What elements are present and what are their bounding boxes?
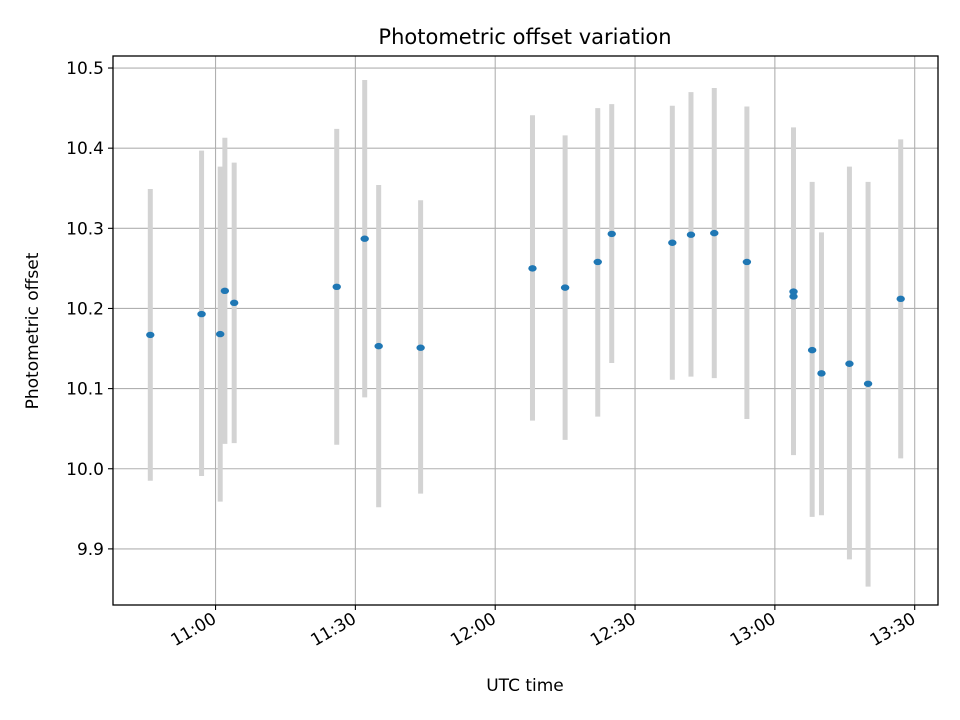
y-tick-label: 9.9 (77, 540, 104, 560)
data-point (528, 265, 537, 272)
grid (113, 56, 938, 605)
data-point (146, 331, 155, 339)
data-point (710, 229, 719, 237)
y-axis-title: Photometric offset (23, 252, 43, 409)
x-tick-label: 11:30 (307, 609, 359, 651)
data-point (686, 231, 696, 238)
x-tick-label: 12:30 (587, 609, 639, 651)
data-point (789, 288, 798, 295)
data-point (216, 330, 225, 338)
data-point (742, 258, 752, 266)
y-tick-label: 10.4 (66, 139, 104, 159)
data-points (146, 229, 905, 387)
data-point (593, 258, 602, 266)
y-tick-label: 10.1 (66, 380, 104, 400)
x-tick-label: 12:00 (447, 609, 499, 651)
chart-title: Photometric offset variation (378, 25, 671, 49)
x-axis-title: UTC time (486, 676, 564, 696)
data-point (845, 360, 854, 367)
plot-area (112, 55, 939, 606)
data-point (817, 370, 826, 377)
data-point (668, 239, 677, 246)
x-tick-label: 13:30 (867, 609, 919, 651)
data-point (197, 310, 206, 318)
data-point (360, 235, 369, 242)
data-point (220, 287, 230, 295)
data-point (863, 380, 873, 387)
data-point (332, 283, 341, 291)
data-point (896, 295, 905, 303)
data-point (789, 293, 798, 300)
data-point (374, 342, 383, 350)
data-point (560, 284, 570, 291)
data-point (229, 299, 239, 307)
data-point (416, 344, 425, 351)
y-tick-label: 10.2 (66, 299, 104, 319)
y-tick-label: 10.0 (66, 460, 104, 480)
data-point (807, 346, 817, 354)
error-bars (147, 80, 904, 587)
y-tick-label: 10.5 (66, 59, 104, 79)
y-tick-label: 10.3 (66, 219, 104, 239)
data-point (607, 230, 616, 238)
x-tick-label: 13:00 (727, 609, 779, 651)
x-tick-label: 11:00 (168, 609, 220, 651)
